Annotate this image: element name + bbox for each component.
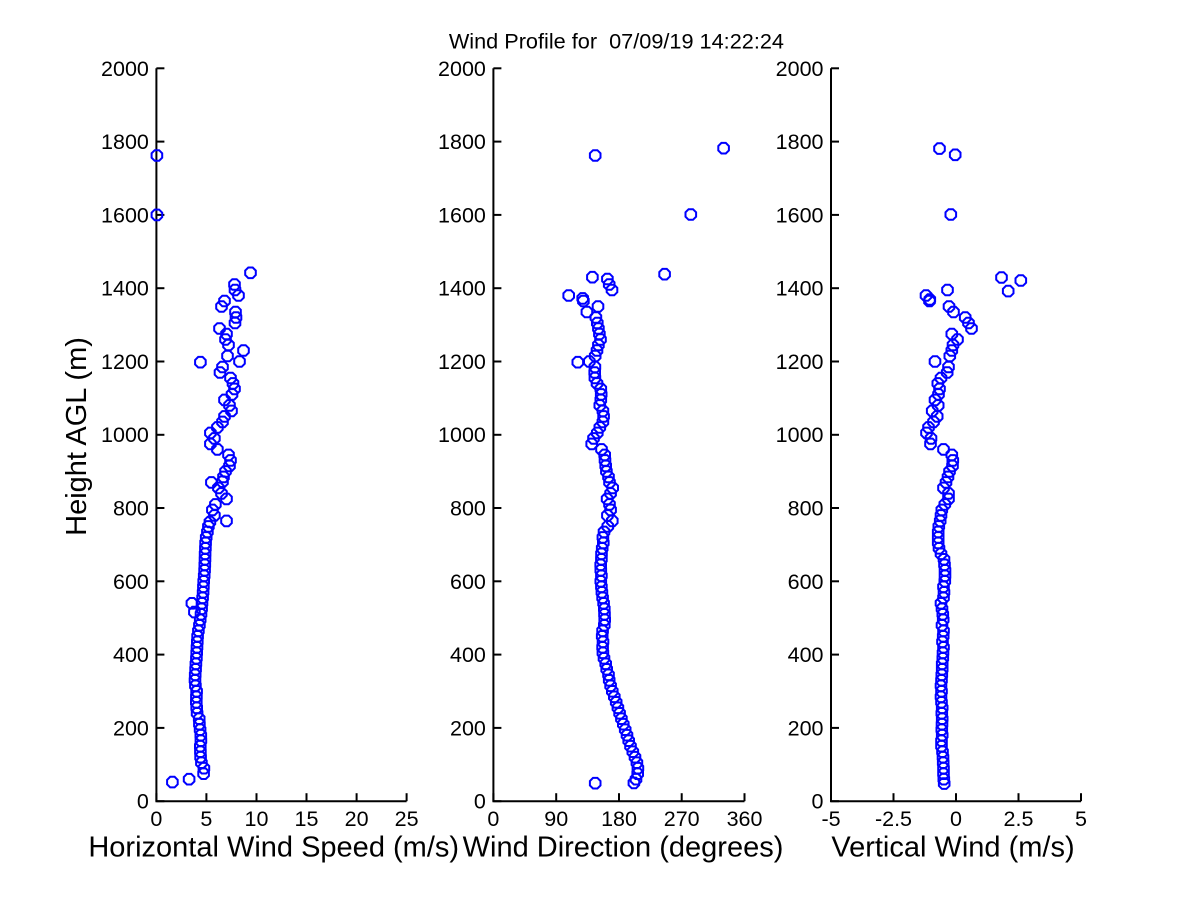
svg-text:1200: 1200 <box>438 350 486 374</box>
svg-text:90: 90 <box>544 807 568 831</box>
svg-text:1800: 1800 <box>776 130 824 154</box>
svg-text:200: 200 <box>113 716 149 740</box>
svg-text:0: 0 <box>812 790 824 814</box>
svg-text:1800: 1800 <box>101 130 149 154</box>
svg-text:1800: 1800 <box>438 130 486 154</box>
svg-text:0: 0 <box>487 807 499 831</box>
svg-text:270: 270 <box>664 807 700 831</box>
svg-text:1200: 1200 <box>776 350 824 374</box>
svg-text:1600: 1600 <box>776 203 824 227</box>
svg-text:1600: 1600 <box>438 203 486 227</box>
svg-text:800: 800 <box>113 497 149 521</box>
svg-text:1000: 1000 <box>776 423 824 447</box>
svg-text:5: 5 <box>200 807 212 831</box>
svg-text:2000: 2000 <box>776 57 824 81</box>
svg-text:180: 180 <box>601 807 637 831</box>
svg-text:800: 800 <box>788 497 824 521</box>
svg-text:Wind Direction (degrees): Wind Direction (degrees) <box>463 832 784 864</box>
svg-text:400: 400 <box>450 643 486 667</box>
svg-text:15: 15 <box>295 807 319 831</box>
svg-text:600: 600 <box>450 570 486 594</box>
svg-text:2000: 2000 <box>101 57 149 81</box>
svg-text:-5: -5 <box>821 807 840 831</box>
svg-text:2.5: 2.5 <box>1004 807 1034 831</box>
svg-text:600: 600 <box>113 570 149 594</box>
svg-text:1600: 1600 <box>101 203 149 227</box>
svg-text:Vertical Wind (m/s): Vertical Wind (m/s) <box>831 832 1074 864</box>
svg-text:1000: 1000 <box>101 423 149 447</box>
svg-text:400: 400 <box>113 643 149 667</box>
svg-text:-2.5: -2.5 <box>875 807 912 831</box>
svg-text:10: 10 <box>245 807 269 831</box>
svg-text:1400: 1400 <box>101 277 149 301</box>
svg-text:1400: 1400 <box>438 277 486 301</box>
svg-text:1400: 1400 <box>776 277 824 301</box>
svg-text:800: 800 <box>450 497 486 521</box>
svg-text:0: 0 <box>137 790 149 814</box>
svg-text:0: 0 <box>474 790 486 814</box>
svg-text:1200: 1200 <box>101 350 149 374</box>
svg-text:Horizontal Wind Speed (m/s): Horizontal Wind Speed (m/s) <box>88 832 459 864</box>
svg-text:Wind Profile for 07/09/19 14:: Wind Profile for 07/09/19 14:22:24 <box>449 29 784 54</box>
svg-text:Height AGL (m): Height AGL (m) <box>61 337 93 536</box>
svg-text:600: 600 <box>788 570 824 594</box>
svg-text:1000: 1000 <box>438 423 486 447</box>
svg-text:0: 0 <box>950 807 962 831</box>
svg-text:200: 200 <box>788 716 824 740</box>
svg-text:360: 360 <box>727 807 763 831</box>
svg-text:25: 25 <box>395 807 419 831</box>
svg-text:5: 5 <box>1075 807 1087 831</box>
svg-text:20: 20 <box>345 807 369 831</box>
svg-text:400: 400 <box>788 643 824 667</box>
svg-text:0: 0 <box>150 807 162 831</box>
svg-text:2000: 2000 <box>438 57 486 81</box>
svg-text:200: 200 <box>450 716 486 740</box>
